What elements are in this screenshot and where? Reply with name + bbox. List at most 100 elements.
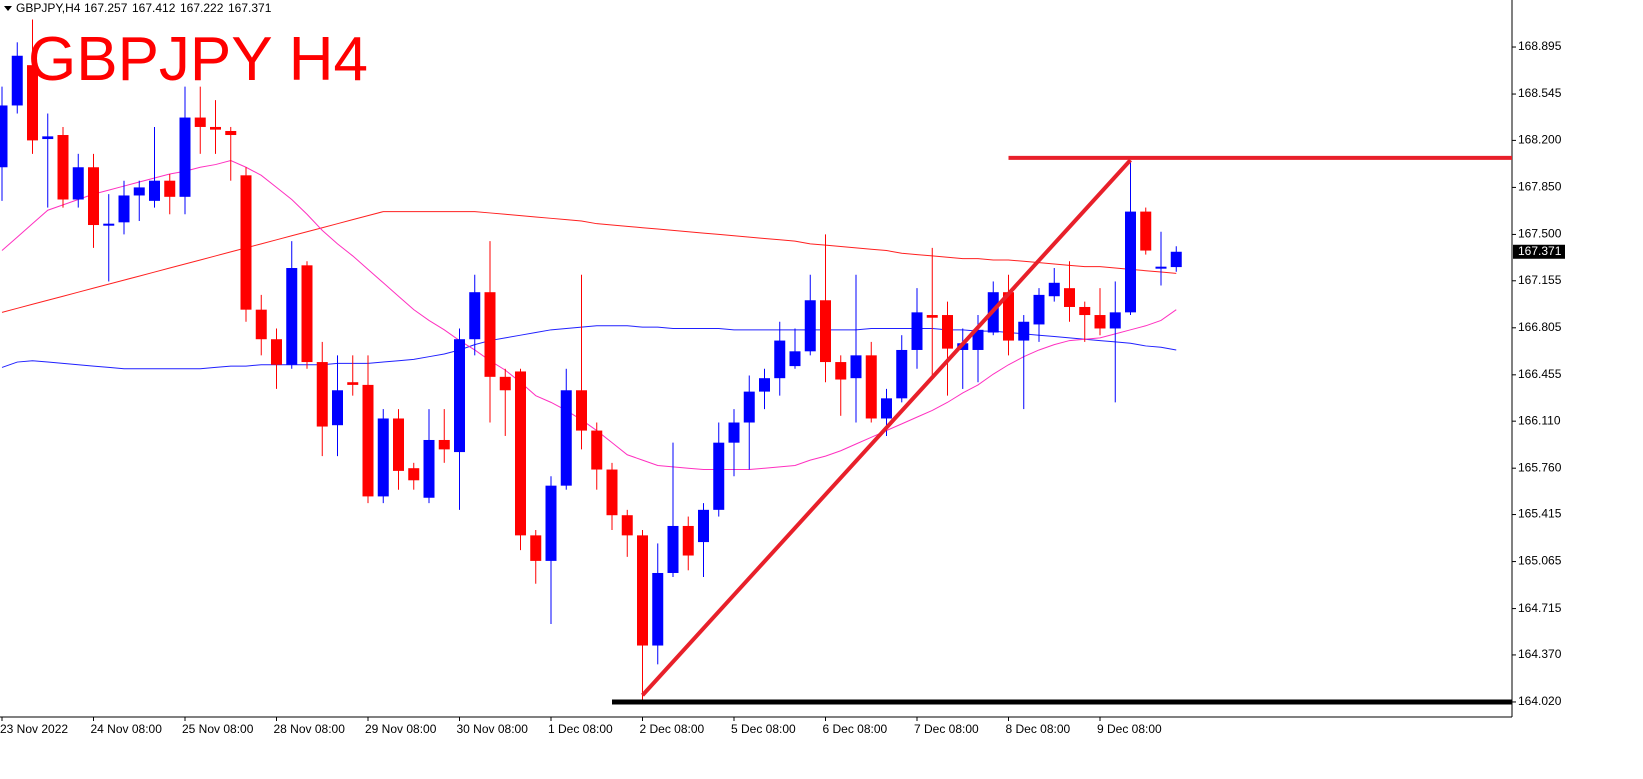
x-tick-label: 9 Dec 08:00 — [1097, 722, 1162, 736]
candle-body — [1155, 266, 1167, 269]
x-tick-label: 23 Nov 2022 — [0, 722, 68, 736]
candle-body — [286, 268, 298, 365]
x-tick-label: 8 Dec 08:00 — [1006, 722, 1071, 736]
candle-body — [560, 390, 572, 486]
candle-body — [637, 535, 648, 646]
candle-body — [210, 126, 221, 130]
x-tick-label: 24 Nov 08:00 — [91, 722, 163, 736]
y-tick-label: 164.715 — [1518, 601, 1562, 615]
candle-body — [499, 376, 511, 391]
candle-body — [774, 340, 786, 379]
candle-body — [621, 515, 633, 536]
candle-body — [789, 351, 801, 367]
candle-body — [576, 390, 587, 431]
trend-line — [641, 158, 1132, 697]
candle-body — [423, 439, 435, 498]
y-tick-label: 168.895 — [1518, 39, 1562, 53]
x-tick-label: 25 Nov 08:00 — [182, 722, 254, 736]
candle-body — [316, 362, 328, 427]
candle-body — [88, 167, 99, 226]
candle-body — [164, 180, 176, 197]
candle-body — [530, 535, 542, 561]
y-tick-label: 168.545 — [1518, 86, 1562, 100]
candle-body — [896, 349, 908, 399]
ohlc-high: 167.412 — [132, 1, 176, 15]
candle-body — [835, 362, 847, 380]
candle-body — [1125, 211, 1136, 313]
candle-body — [942, 315, 953, 349]
candle-body — [820, 300, 831, 363]
candle-body — [804, 300, 816, 352]
y-tick-label: 166.455 — [1518, 367, 1562, 381]
candle-body — [1003, 292, 1014, 341]
y-tick-label: 164.020 — [1518, 694, 1562, 708]
candle-body — [850, 355, 862, 379]
candle-body — [332, 390, 343, 426]
x-tick-label: 28 Nov 08:00 — [274, 722, 346, 736]
candle-body — [42, 136, 54, 140]
candle-body — [865, 355, 877, 419]
candle-body — [194, 117, 206, 127]
candle-body — [469, 292, 481, 340]
y-tick-label: 167.850 — [1518, 180, 1562, 194]
x-tick-label: 7 Dec 08:00 — [914, 722, 979, 736]
candle-body — [1033, 294, 1045, 325]
y-tick-label: 165.415 — [1518, 507, 1562, 521]
y-tick-label: 168.200 — [1518, 133, 1562, 147]
price-tag — [1513, 244, 1565, 259]
candle-body — [743, 391, 755, 423]
ohlc-low: 167.222 — [180, 1, 224, 15]
candle-body — [1064, 288, 1075, 307]
candle-body — [271, 339, 282, 365]
ohlc-open: 167.257 — [84, 1, 128, 15]
candle-body — [1018, 321, 1030, 341]
candle-body — [606, 469, 618, 516]
candle-body — [759, 378, 770, 392]
candle-body — [179, 117, 191, 197]
y-tick-label: 167.500 — [1518, 227, 1562, 241]
chart-title: GBPJPY H4 — [28, 25, 368, 94]
candle-body — [667, 525, 679, 573]
candle-body — [103, 223, 115, 226]
candle-body — [713, 442, 725, 510]
symbol: GBPJPY,H4 — [16, 1, 81, 15]
price-tag-label: 167.371 — [1518, 244, 1562, 258]
y-tick-label: 166.110 — [1518, 413, 1561, 427]
candle-body — [0, 105, 8, 168]
x-tick-label: 5 Dec 08:00 — [731, 722, 796, 736]
candle-body — [515, 371, 526, 536]
x-tick-label: 2 Dec 08:00 — [640, 722, 705, 736]
candle-body — [1048, 282, 1060, 297]
candle-body — [454, 339, 465, 453]
y-tick-label: 165.760 — [1518, 460, 1562, 474]
candle-body — [362, 384, 374, 497]
candle-body — [652, 572, 664, 646]
menu-arrow[interactable] — [4, 6, 12, 11]
candle-body — [27, 65, 38, 141]
candle-body — [118, 195, 130, 223]
candle-body — [881, 398, 892, 419]
y-tick-label: 164.370 — [1518, 647, 1562, 661]
candle-body — [377, 418, 389, 497]
candle-body — [438, 439, 450, 450]
candle-body — [240, 175, 252, 310]
candle-body — [347, 382, 359, 385]
candle-body — [911, 312, 923, 350]
x-tick-label: 1 Dec 08:00 — [548, 722, 613, 736]
candle-body — [225, 130, 237, 136]
candle-body — [484, 292, 496, 377]
candle-body — [545, 485, 557, 561]
y-tick-label: 165.065 — [1518, 554, 1562, 568]
moving-average — [1, 211, 1177, 313]
x-tick-label: 30 Nov 08:00 — [457, 722, 529, 736]
y-tick-label: 166.805 — [1518, 320, 1562, 334]
candle-body — [1079, 306, 1091, 316]
candle-body — [1170, 251, 1182, 268]
candle-body — [57, 135, 69, 200]
candle-body — [728, 422, 740, 443]
candle-body — [149, 180, 160, 201]
candle-body — [301, 265, 313, 363]
candle-body — [698, 509, 709, 543]
candle-body — [926, 315, 938, 318]
